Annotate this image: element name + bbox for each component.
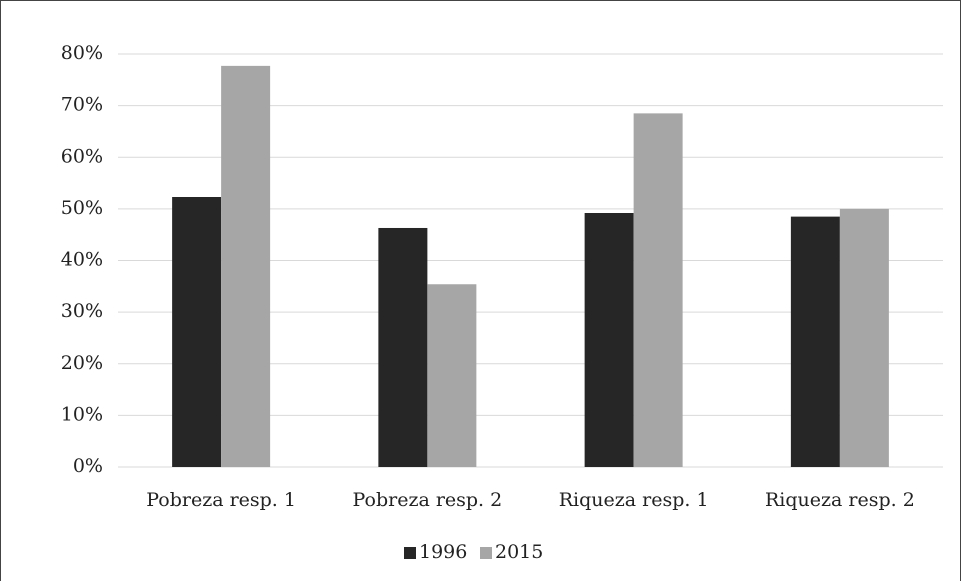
bar <box>633 113 683 468</box>
bar <box>790 216 840 467</box>
y-tick-label: 30% <box>61 300 103 322</box>
legend-label: 1996 <box>419 541 467 563</box>
y-tick-label: 50% <box>61 197 103 219</box>
y-tick-label: 20% <box>61 352 103 374</box>
x-tick-label: Riqueza resp. 2 <box>765 489 915 511</box>
y-tick-label: 60% <box>61 145 103 167</box>
bar <box>839 208 889 467</box>
bar <box>584 213 634 467</box>
legend-label: 2015 <box>495 541 543 563</box>
y-tick-label: 70% <box>61 94 103 116</box>
x-tick-label: Pobreza resp. 1 <box>146 489 296 511</box>
legend-swatch <box>480 547 492 559</box>
legend-swatch <box>404 547 416 559</box>
y-tick-label: 10% <box>61 403 103 425</box>
bar <box>172 197 222 467</box>
bar <box>221 65 271 467</box>
y-tick-label: 0% <box>73 455 103 477</box>
bar <box>378 227 428 467</box>
y-tick-label: 40% <box>61 249 103 271</box>
x-tick-label: Pobreza resp. 2 <box>353 489 503 511</box>
y-tick-label: 80% <box>61 42 103 64</box>
bar <box>427 284 477 467</box>
x-tick-label: Riqueza resp. 1 <box>559 489 709 511</box>
